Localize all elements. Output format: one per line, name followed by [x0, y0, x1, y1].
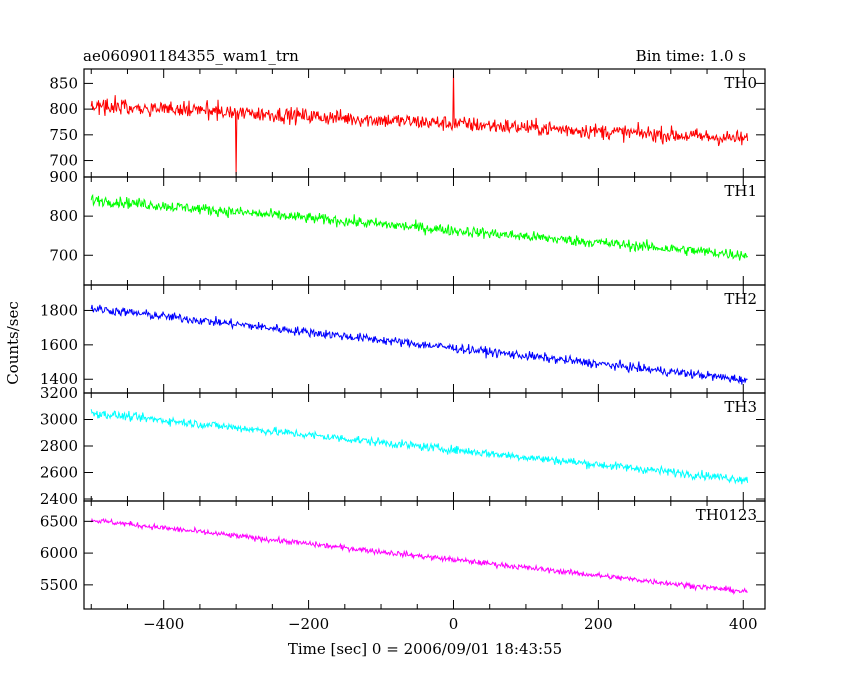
y-tick-label: 800	[49, 207, 78, 225]
bin-time-label: Bin time: 1.0 s	[636, 47, 746, 65]
panel-label: TH2	[724, 290, 757, 308]
panel-th0123: 5500 6000 6500 TH0123	[40, 500, 766, 610]
x-tick-label: −400	[143, 615, 184, 633]
panels: 700 750 800 850 TH0 700 800 900 TH1 1400 1600 1800 T…	[40, 68, 766, 610]
series-line-th0	[90, 69, 749, 175]
y-tick-label: 850	[49, 74, 78, 92]
y-tick-label: 2400	[40, 490, 78, 508]
y-tick-label: 700	[49, 246, 78, 264]
x-tick-label: 400	[729, 615, 758, 633]
x-tick-label: 0	[449, 615, 459, 633]
panel-label: TH0	[724, 74, 757, 92]
panel-th0: 700 750 800 850 TH0	[49, 68, 766, 178]
y-tick-label: 900	[49, 168, 78, 186]
y-tick-label: 700	[49, 152, 78, 170]
series-line-th1	[90, 193, 749, 261]
panel-label: TH3	[724, 398, 757, 416]
series-line-th2	[90, 304, 748, 385]
panel-th3: 2400 2600 2800 3000 3200 TH3	[40, 384, 766, 508]
panel-frame	[83, 284, 766, 394]
y-tick-label: 6000	[40, 544, 78, 562]
y-tick-label: 5500	[40, 576, 78, 594]
chart-title: ae060901184355_wam1_trn	[83, 47, 299, 65]
panel-label: TH0123	[696, 506, 757, 524]
y-tick-label: 3000	[40, 411, 78, 429]
x-tick-label: −200	[288, 615, 329, 633]
y-tick-label: 800	[49, 100, 78, 118]
series-line-th3	[90, 409, 749, 485]
y-tick-label: 2800	[40, 437, 78, 455]
y-tick-label: 6500	[40, 512, 78, 530]
panel-frame	[83, 500, 766, 610]
panel-th2: 1400 1600 1800 TH2	[40, 284, 766, 394]
y-tick-label: 3200	[40, 384, 78, 402]
y-tick-label: 1600	[40, 336, 78, 354]
series-line-th0123	[90, 517, 748, 595]
x-tick-label: 200	[584, 615, 613, 633]
panel-th1: 700 800 900 TH1	[49, 168, 766, 286]
x-axis: −400 −200 0 200 400	[143, 615, 757, 633]
y-tick-label: 1800	[40, 301, 78, 319]
y-tick-label: 2600	[40, 464, 78, 482]
y-axis-label: Counts/sec	[4, 301, 22, 385]
x-axis-label: Time [sec] 0 = 2006/09/01 18:43:55	[288, 640, 562, 658]
y-tick-label: 750	[49, 126, 78, 144]
y-tick-label: 1400	[40, 370, 78, 388]
panel-label: TH1	[724, 182, 757, 200]
